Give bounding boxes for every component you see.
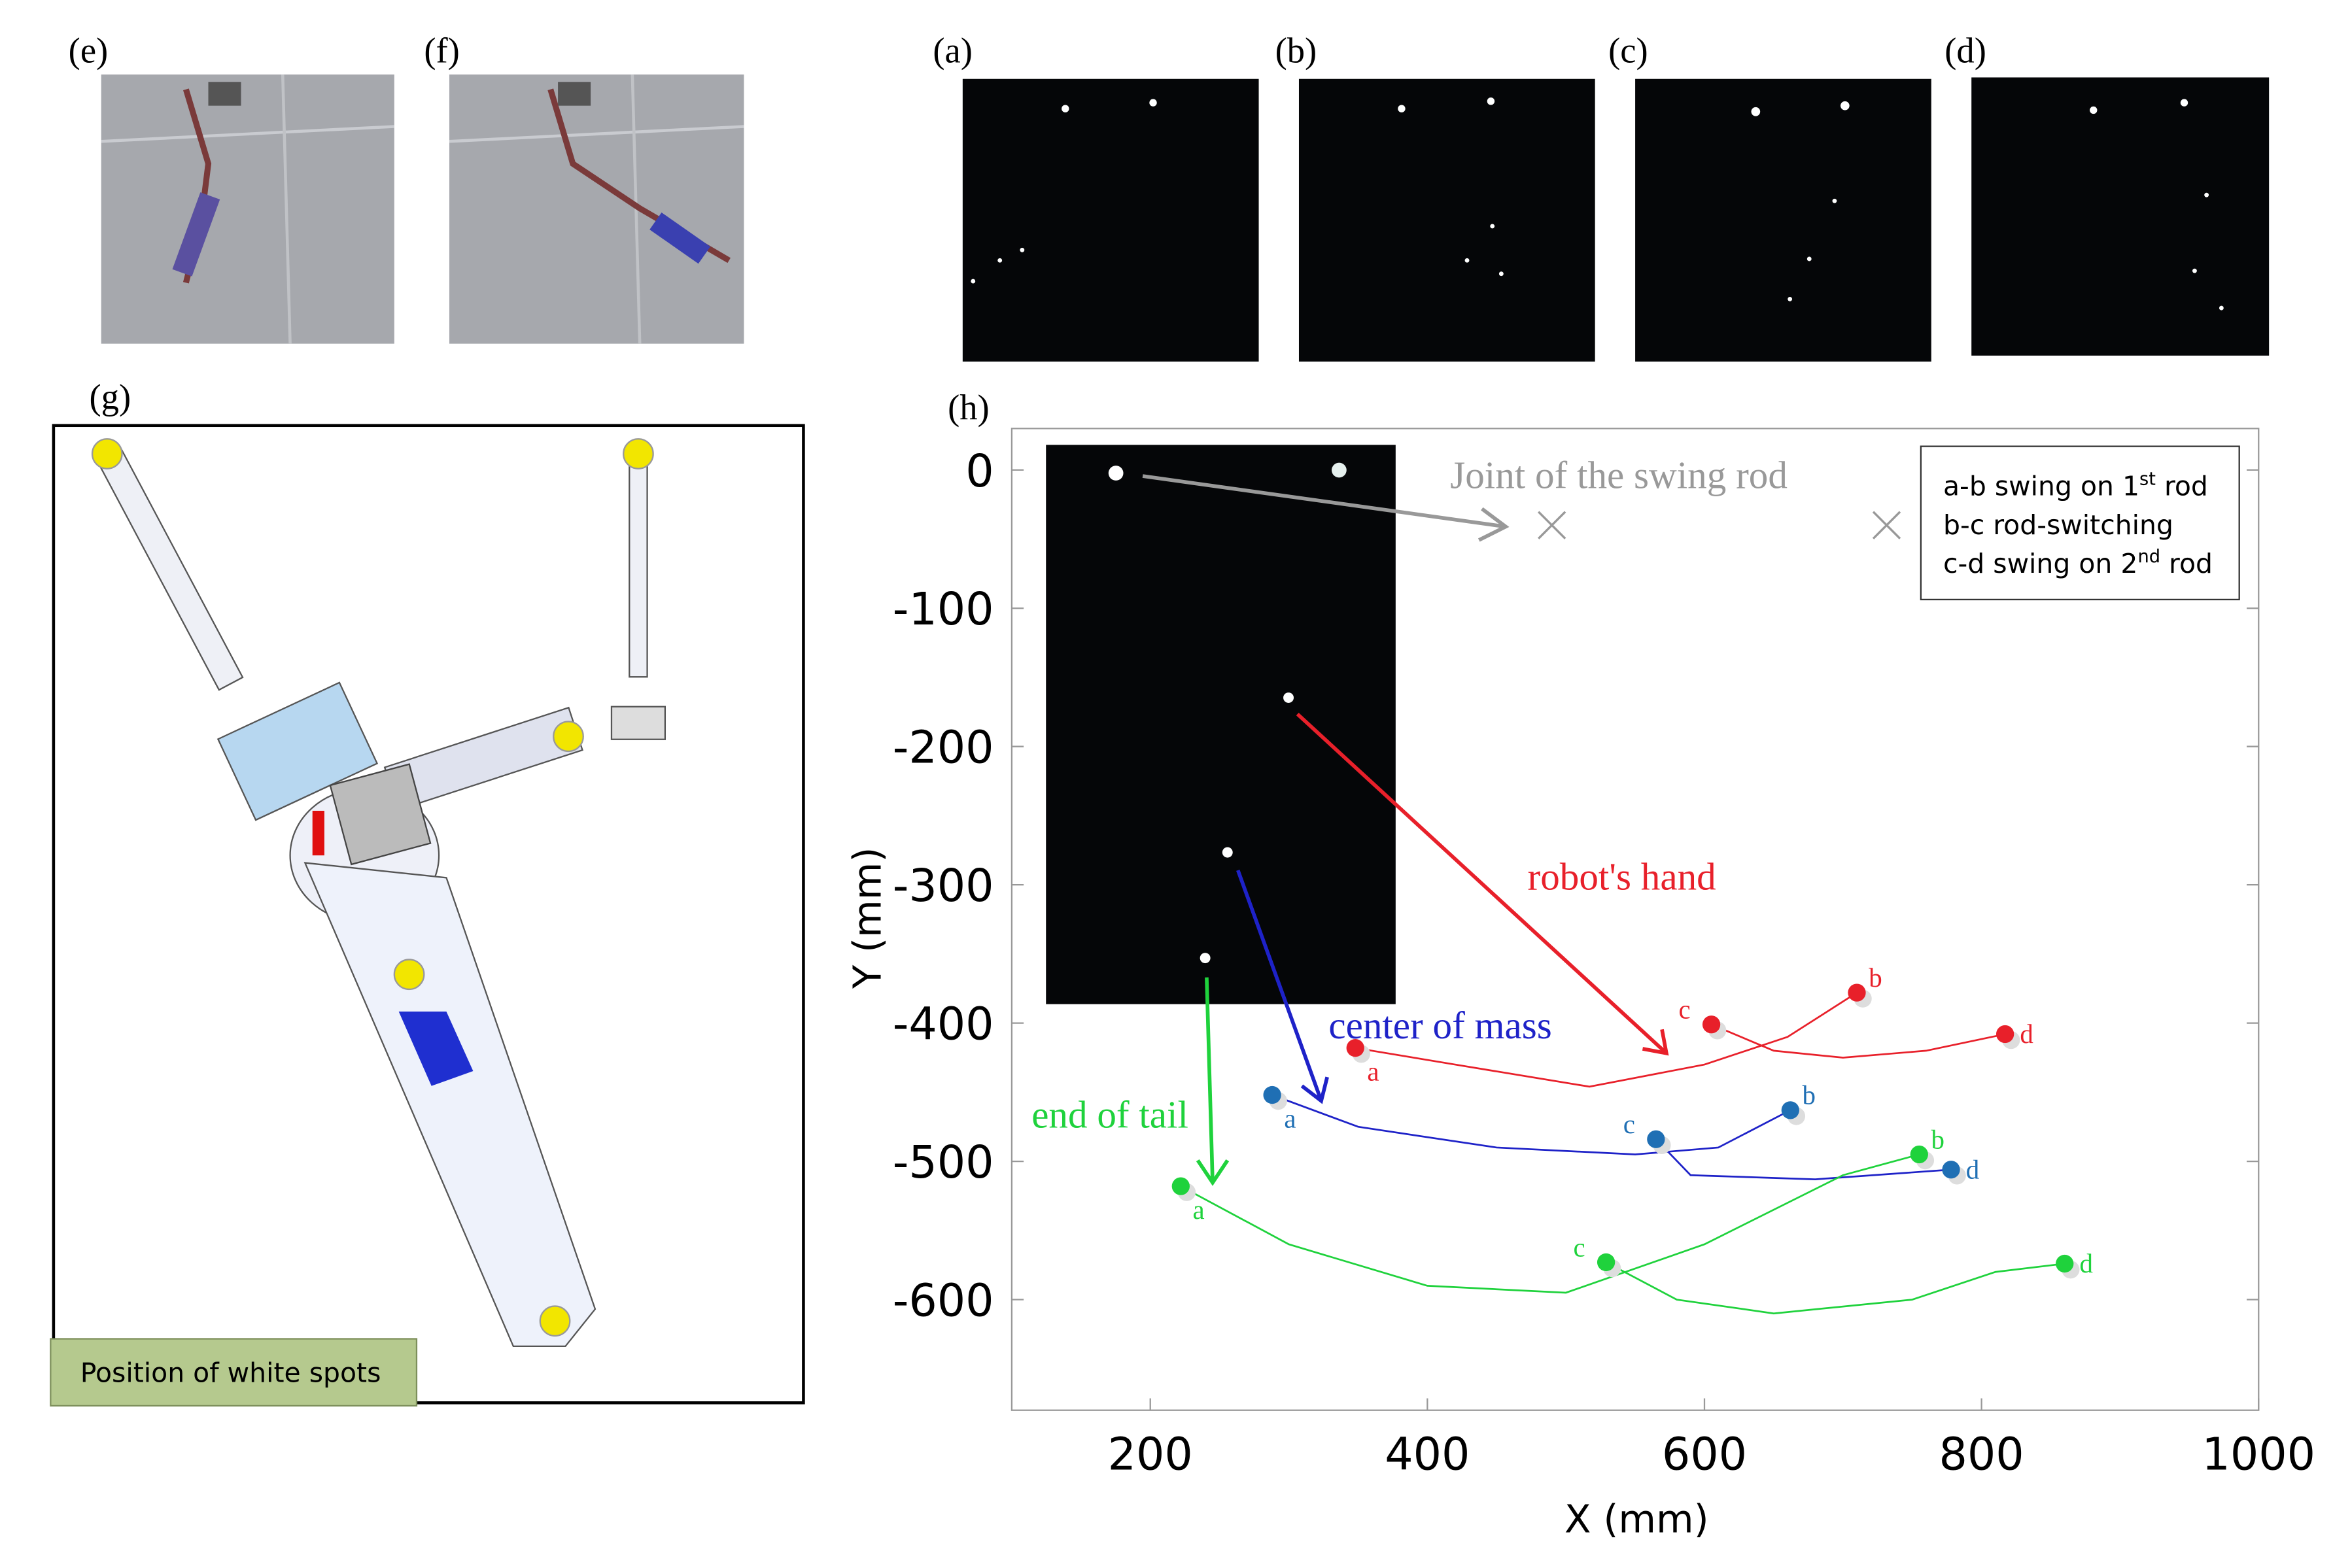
trajectory xyxy=(1711,1023,2005,1059)
photo xyxy=(101,74,394,344)
x-tick-label: 800 xyxy=(1939,1429,2024,1481)
y-tick-label: -300 xyxy=(893,861,994,912)
panel-label: (d) xyxy=(1944,31,1986,71)
annotation: Joint of the swing rod xyxy=(1450,453,1788,496)
point-label: b xyxy=(1803,1081,1816,1110)
point-marker xyxy=(1781,1101,1799,1119)
legend-line: c-d swing on 2nd rod xyxy=(1943,547,2213,579)
trajectory xyxy=(1605,1261,2065,1315)
trajectory xyxy=(1180,1153,1920,1294)
trajectory xyxy=(1271,1094,1791,1155)
point-marker xyxy=(1647,1130,1665,1148)
inset-frame xyxy=(1046,445,1396,1004)
x-tick-label: 1000 xyxy=(2202,1429,2315,1481)
point-marker xyxy=(1996,1025,2014,1044)
point-label: d xyxy=(2079,1249,2092,1278)
series-label: robot's hand xyxy=(1528,855,1716,898)
x-tick-label: 200 xyxy=(1108,1429,1193,1481)
camera-frame xyxy=(1635,78,1931,362)
legend-line: b-c rod-switching xyxy=(1943,509,2173,541)
point-marker xyxy=(1346,1039,1364,1057)
legend-text: c-d swing on 2 xyxy=(1943,548,2137,579)
panel-label: (e) xyxy=(69,31,109,71)
y-tick-label: -500 xyxy=(893,1137,994,1189)
legend-text: rod xyxy=(2160,548,2213,579)
y-tick-label: -100 xyxy=(893,584,994,636)
legend-text: rod xyxy=(2156,471,2208,502)
panel-label: (h) xyxy=(948,388,990,428)
point-label: c xyxy=(1623,1110,1635,1139)
point-label: a xyxy=(1367,1057,1379,1087)
series-label: end of tail xyxy=(1031,1093,1188,1136)
panel-label: (g) xyxy=(89,377,131,417)
legend-line: a-b swing on 1st rod xyxy=(1943,469,2208,502)
point-marker xyxy=(1263,1085,1281,1104)
pointer-arrow xyxy=(1142,474,1901,1186)
camera-frame xyxy=(962,78,1259,362)
point-label: c xyxy=(1574,1233,1585,1262)
camera-frame xyxy=(1971,77,2270,356)
point-marker xyxy=(1848,983,1866,1002)
point-marker xyxy=(1702,1015,1721,1034)
point-label: b xyxy=(1869,963,1882,993)
point-marker xyxy=(2056,1254,2074,1273)
legend-text: b-c rod-switching xyxy=(1943,509,2173,541)
x-axis-label: X (mm) xyxy=(1564,1496,1709,1541)
point-label: c xyxy=(1679,995,1691,1025)
panel-label: (a) xyxy=(933,31,973,71)
panel-label: (f) xyxy=(424,31,460,71)
trajectory xyxy=(1355,991,1858,1088)
series-label: center of mass xyxy=(1328,1004,1551,1047)
photo xyxy=(449,74,744,344)
point-label: b xyxy=(1931,1125,1944,1154)
y-tick-label: -200 xyxy=(893,723,994,774)
legend-text: st xyxy=(2139,469,2156,490)
legend-text: nd xyxy=(2137,547,2160,567)
point-label: d xyxy=(1966,1155,1979,1184)
camera-frame xyxy=(1298,78,1595,362)
point-marker xyxy=(1942,1161,1960,1179)
panel-label: (c) xyxy=(1608,31,1648,71)
point-label: d xyxy=(2020,1019,2033,1049)
x-tick-label: 400 xyxy=(1385,1429,1470,1481)
point-marker xyxy=(1597,1253,1616,1272)
y-tick-label: 0 xyxy=(965,446,994,498)
cad-drawing xyxy=(50,424,805,1407)
point-label: a xyxy=(1284,1104,1296,1134)
point-marker xyxy=(1171,1177,1190,1195)
point-marker xyxy=(1910,1145,1928,1164)
trajectory xyxy=(1655,1138,1952,1180)
y-tick-label: -400 xyxy=(893,999,994,1051)
x-tick-label: 600 xyxy=(1662,1429,1747,1481)
point-label: a xyxy=(1193,1195,1205,1225)
caption: Position of white spots xyxy=(80,1357,381,1388)
y-tick-label: -600 xyxy=(893,1276,994,1327)
y-axis-label: Y (mm) xyxy=(845,847,890,989)
legend-text: a-b swing on 1 xyxy=(1943,471,2139,502)
legend-box xyxy=(1920,445,2240,601)
panel-label: (b) xyxy=(1275,31,1317,71)
